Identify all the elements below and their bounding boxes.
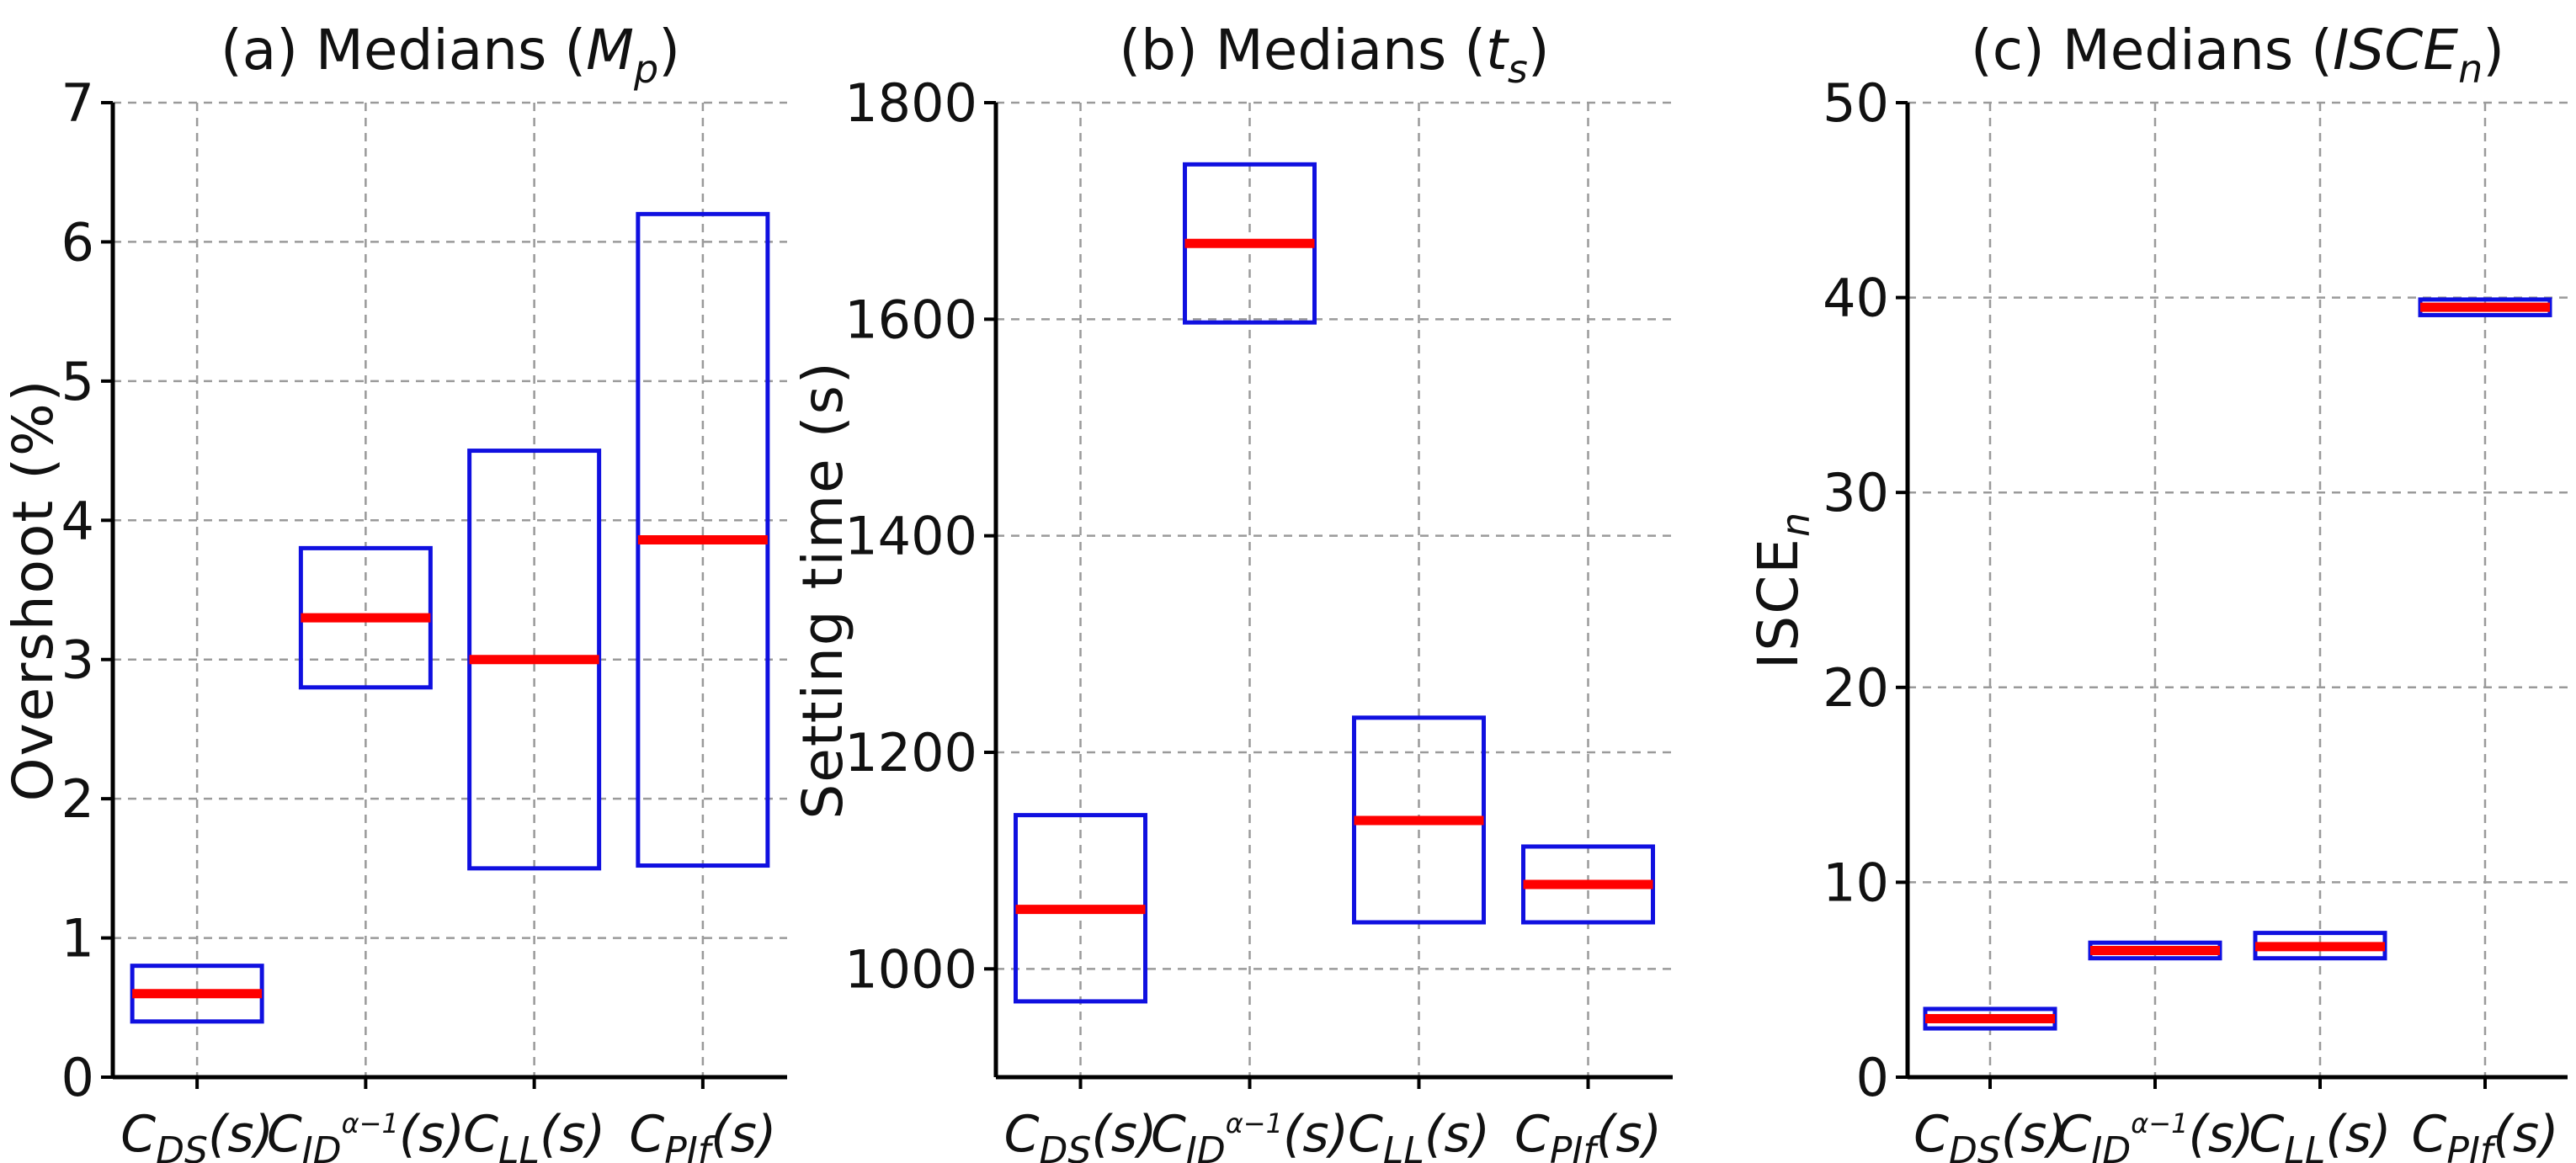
category-label: CLL(s) [463, 1105, 605, 1163]
y-tick-label: 1000 [844, 938, 977, 1000]
category-label: CDS(s) [120, 1105, 274, 1163]
y-tick-label: 1400 [844, 506, 977, 567]
y-tick-label: 3 [61, 629, 94, 691]
category-label: CIDα−1(s) [2056, 1105, 2254, 1163]
y-tick-label: 0 [1856, 1047, 1889, 1108]
chart-title: (a) Medians (Mp) [221, 18, 680, 92]
y-tick-label: 50 [1823, 72, 1889, 134]
y-tick-label: 40 [1823, 268, 1889, 329]
y-tick-label: 2 [61, 768, 94, 830]
category-label: CPIf(s) [629, 1105, 776, 1163]
category-label: CPIf(s) [1514, 1105, 1662, 1163]
y-tick-label: 6 [61, 211, 94, 273]
category-label: CIDα−1(s) [267, 1105, 465, 1163]
category-label: CDS(s) [1913, 1105, 2067, 1163]
y-tick-label: 5 [61, 351, 94, 412]
category-label: CDS(s) [1004, 1105, 1158, 1163]
y-tick-label: 1 [61, 908, 94, 969]
chart-panel-1: 0 1 2 3 4 5 6 7 CDS(s)CIDα−1(s)CLL(s) CPIf(s) (a) … [1, 18, 787, 1163]
y-tick-label: 7 [61, 72, 94, 134]
y-tick-label: 30 [1823, 462, 1889, 523]
y-tick-label: 1800 [844, 72, 977, 134]
y-tick-label: 20 [1823, 657, 1889, 719]
y-axis-label: Overshoot (%) [1, 379, 66, 802]
category-label: CPIf(s) [2412, 1105, 2559, 1163]
y-axis-label: Setting time (s) [790, 360, 855, 819]
y-tick-label: 1200 [844, 722, 977, 783]
category-label: CLL(s) [2249, 1105, 2391, 1163]
y-tick-label: 10 [1823, 852, 1889, 913]
y-tick-label: 4 [61, 490, 94, 551]
chart-title: (c) Medians (ISCEn) [1971, 18, 2504, 92]
y-tick-label: 1600 [844, 289, 977, 350]
y-axis-label: ISCEn [1746, 511, 1818, 669]
chart-panel-3: 0 10 20 30 40 50 CDS(s)CIDα−1(s)CLL(s) CPIf(s) (… [1746, 18, 2568, 1163]
chart-panel-2: 1000 1200 1400 1600 1800 CDS(s)CIDα−1(s)CLL(s… [790, 18, 1673, 1163]
y-tick-label: 0 [61, 1047, 94, 1108]
chart-title: (b) Medians (ts) [1119, 18, 1549, 92]
category-label: CLL(s) [1348, 1105, 1490, 1163]
category-label: CIDα−1(s) [1151, 1105, 1349, 1163]
